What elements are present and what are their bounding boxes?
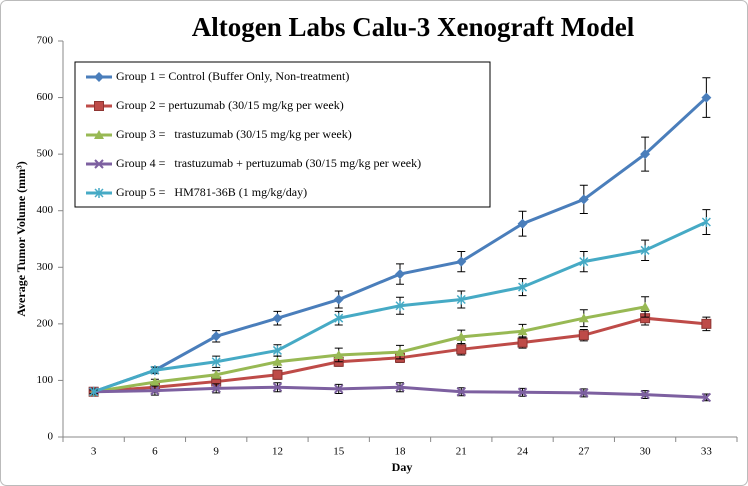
y-tick-label: 400 xyxy=(37,204,54,216)
marker xyxy=(579,256,589,267)
x-tick-label: 12 xyxy=(272,446,283,458)
marker xyxy=(456,344,467,355)
legend: Group 1 = Control (Buffer Only, Non-trea… xyxy=(74,61,491,208)
x-tick-label: 3 xyxy=(91,446,97,458)
marker xyxy=(272,369,283,380)
marker xyxy=(334,384,344,394)
marker xyxy=(272,356,283,366)
x-tick-label: 21 xyxy=(456,446,467,458)
marker xyxy=(579,388,589,398)
marker xyxy=(272,313,283,324)
marker xyxy=(578,313,589,323)
marker xyxy=(149,377,160,387)
marker xyxy=(211,356,221,367)
marker xyxy=(94,72,104,82)
marker xyxy=(94,101,104,111)
x-tick-label: 6 xyxy=(152,446,158,458)
y-tick-label: 200 xyxy=(37,317,54,329)
marker xyxy=(94,188,104,198)
marker xyxy=(94,159,104,169)
marker xyxy=(272,345,282,356)
x-tick-label: 27 xyxy=(578,446,590,458)
marker xyxy=(333,294,344,305)
marker xyxy=(333,349,344,359)
marker xyxy=(578,194,589,205)
marker xyxy=(395,269,405,280)
legend-label: Group 4 = trastuzumab + pertuzumab (30/1… xyxy=(116,156,421,170)
x-tick-label: 30 xyxy=(640,446,652,458)
marker xyxy=(150,365,160,376)
legend-label: Group 1 = Control (Buffer Only, Non-trea… xyxy=(116,69,349,83)
marker xyxy=(94,130,104,139)
marker xyxy=(640,149,651,160)
marker xyxy=(334,313,344,324)
legend-label: Group 2 = pertuzumab (30/15 mg/kg per we… xyxy=(116,98,344,112)
marker xyxy=(211,331,222,342)
marker xyxy=(640,301,651,311)
marker xyxy=(211,369,222,379)
marker xyxy=(517,218,528,229)
marker xyxy=(640,389,650,400)
marker xyxy=(701,92,712,103)
marker xyxy=(456,294,466,305)
marker xyxy=(517,326,528,336)
marker xyxy=(272,382,283,392)
marker xyxy=(578,330,589,341)
marker xyxy=(701,392,712,403)
legend-box xyxy=(74,61,491,208)
y-tick-label: 700 xyxy=(37,35,54,47)
x-tick-label: 9 xyxy=(213,446,219,458)
chart-title: Altogen Labs Calu-3 Xenograft Model xyxy=(192,12,635,42)
marker xyxy=(701,217,711,228)
marker xyxy=(456,331,467,341)
marker xyxy=(150,385,160,396)
marker xyxy=(211,383,221,394)
marker xyxy=(456,387,466,397)
marker xyxy=(517,337,528,348)
x-tick-label: 15 xyxy=(333,446,345,458)
marker xyxy=(395,347,405,357)
legend-label: Group 5 = HM781-36B (1 mg/kg/day) xyxy=(116,185,307,199)
x-tick-label: 24 xyxy=(517,446,529,458)
legend-label: Group 3 = trastuzumab (30/15 mg/kg per w… xyxy=(116,127,352,141)
marker xyxy=(517,387,528,398)
y-tick-label: 0 xyxy=(48,431,54,443)
marker xyxy=(456,256,467,267)
y-tick-label: 300 xyxy=(37,261,54,273)
marker xyxy=(395,300,405,311)
marker xyxy=(640,245,650,256)
marker xyxy=(89,386,99,397)
y-tick-label: 600 xyxy=(37,91,54,103)
x-tick-label: 18 xyxy=(395,446,407,458)
marker xyxy=(395,382,405,392)
series-line xyxy=(93,305,646,394)
x-tick-label: 33 xyxy=(701,446,713,458)
y-tick-label: 500 xyxy=(37,148,54,160)
y-axis-title: Average Tumor Volume (mm³) xyxy=(14,161,28,316)
y-tick-label: 100 xyxy=(37,374,54,386)
marker xyxy=(701,318,712,329)
marker xyxy=(518,282,528,293)
x-axis-title: Day xyxy=(392,460,413,474)
